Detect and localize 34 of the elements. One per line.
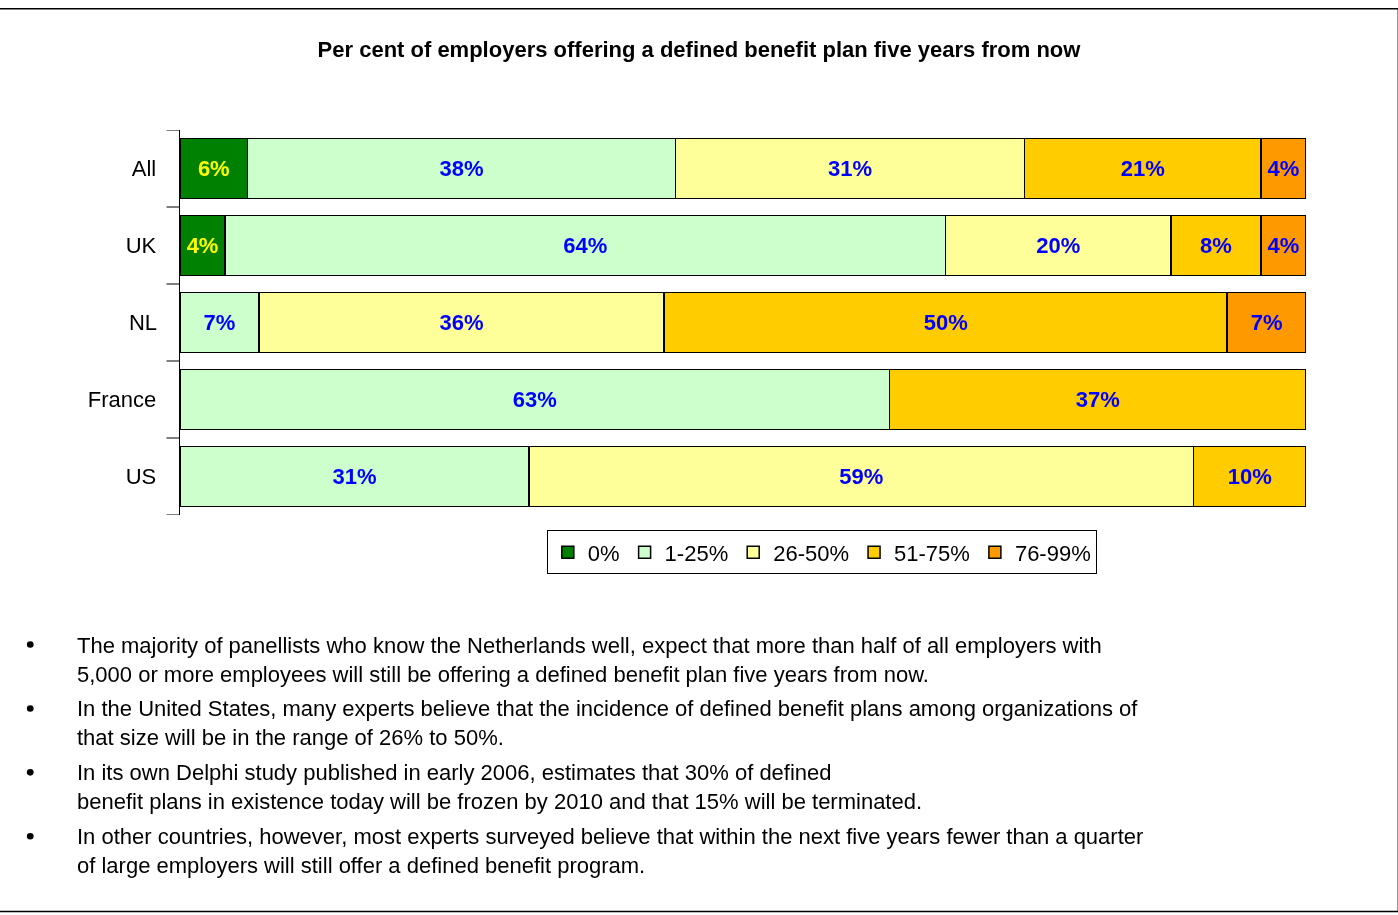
data-label: 31% xyxy=(332,464,377,489)
text: In its own Delphi study published in early 2006, estimates that 30% of defined benefit plans in existence today will be frozen by 2010 and that 15% will be terminated. xyxy=(77,760,923,814)
legend-label: 26-50% xyxy=(773,540,850,566)
y-tick-label: US xyxy=(125,464,175,490)
chart-title: Per cent of employers offering a defined benefit plan five years from now xyxy=(317,36,1082,62)
data-label: 36% xyxy=(439,310,484,335)
data-label: 63% xyxy=(512,387,557,412)
data-label: 10% xyxy=(1227,464,1272,489)
data-label: 37% xyxy=(1075,387,1120,412)
data-label: 7% xyxy=(1250,310,1283,335)
y-tick-label: All xyxy=(131,156,175,182)
data-label: 7% xyxy=(203,310,236,335)
text: The majority of panellists who know the Netherlands well, expect that more than half of all employers with 5,000 or more employees will still be offering a defined benefit plan five years from now. xyxy=(77,633,1102,687)
y-tick-label: France xyxy=(87,387,175,413)
data-label: 38% xyxy=(439,156,484,181)
legend-label: 1-25% xyxy=(664,540,729,566)
y-tick-label: NL xyxy=(128,310,175,336)
legend-label: 76-99% xyxy=(1014,540,1091,566)
data-label: 4% xyxy=(186,233,219,258)
data-label: 31% xyxy=(827,156,872,181)
data-label: 4% xyxy=(1267,233,1300,258)
data-label: 21% xyxy=(1120,156,1165,181)
text: In other countries, however, most experts surveyed believe that within the next five years fewer than a quarter of large employers will still offer a defined benefit program. xyxy=(77,824,1144,878)
data-label: 50% xyxy=(923,310,968,335)
data-label: 8% xyxy=(1200,233,1232,258)
text: In the United States, many experts believe that the incidence of defined benefit plans among organizations of that size will be in the range of 26% to 50%. xyxy=(77,696,1139,750)
data-label: 20% xyxy=(1036,233,1081,258)
legend-label: 0% xyxy=(587,540,620,566)
data-label: 6% xyxy=(197,156,230,181)
y-tick-label: UK xyxy=(125,233,175,259)
data-label: 59% xyxy=(839,464,884,489)
legend-label: 51-75% xyxy=(894,540,970,566)
data-label: 64% xyxy=(563,233,608,258)
data-label: 4% xyxy=(1267,156,1300,181)
